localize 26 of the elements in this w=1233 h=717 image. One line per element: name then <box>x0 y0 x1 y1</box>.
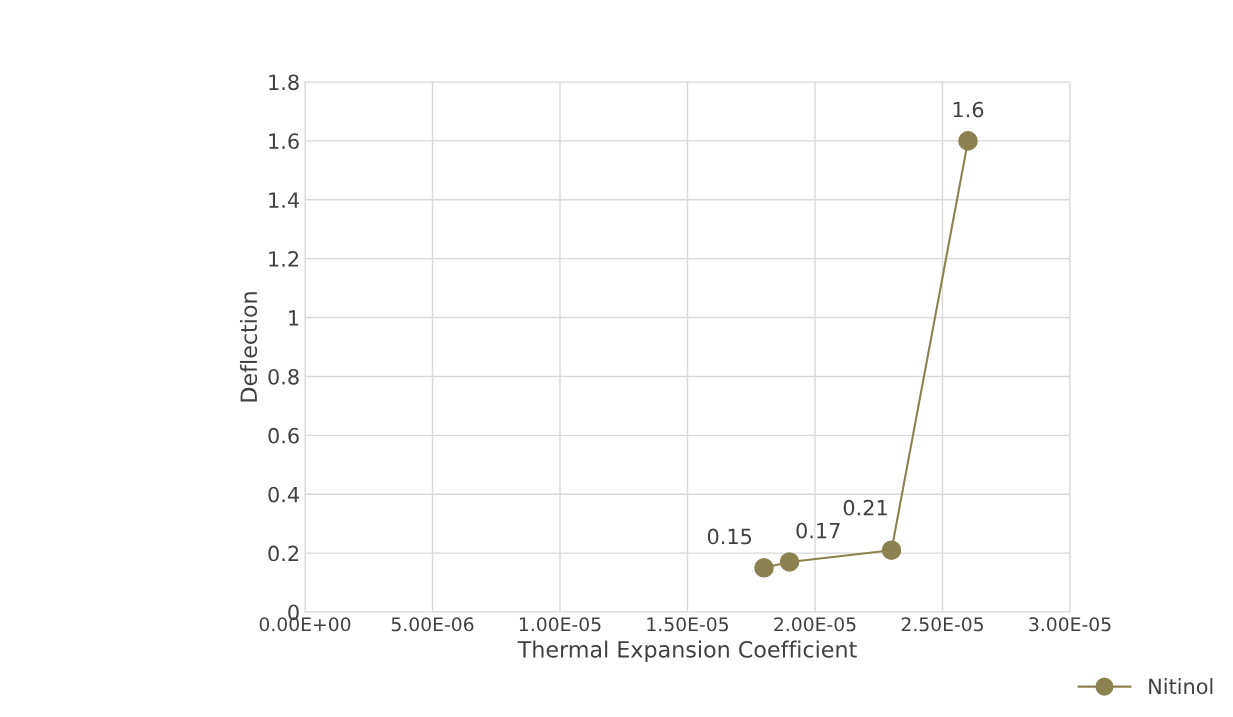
x-tick-label: 5.00E-06 <box>391 617 474 632</box>
x-tick-label: 2.00E-05 <box>774 617 856 632</box>
data-label: 0.15 <box>707 528 752 545</box>
x-tick-label: 1.00E-05 <box>519 617 601 632</box>
y-tick-label: 0.8 <box>268 368 299 385</box>
point <box>881 540 902 560</box>
data-label: 1.6 <box>953 101 984 118</box>
y-tick-label: 1.2 <box>269 251 299 267</box>
y-tick-label: 0.2 <box>268 545 299 562</box>
y-tick-label: 1.8 <box>269 74 299 91</box>
x-tick-label: 3.00E-05 <box>1029 617 1111 632</box>
data-label: 0.17 <box>796 522 840 539</box>
x-axis-title: Thermal Expansion Coefficient <box>517 640 857 663</box>
point <box>958 131 978 151</box>
point <box>779 552 800 572</box>
y-tick-label: 1 <box>289 310 299 326</box>
y-tick-label: 0.4 <box>268 486 299 503</box>
y-tick-label: 1.4 <box>269 192 299 208</box>
y-tick-label: 0.6 <box>268 427 299 444</box>
legend-label: Nitinol <box>1149 678 1213 695</box>
x-tick-label: 2.50E-05 <box>901 617 983 632</box>
data-label: 0.21 <box>843 499 887 516</box>
x-tick-label: 1.50E-05 <box>647 617 728 632</box>
y-axis-title: Deflection <box>239 292 258 402</box>
point <box>754 558 774 578</box>
y-tick-label: 1.6 <box>269 133 299 150</box>
